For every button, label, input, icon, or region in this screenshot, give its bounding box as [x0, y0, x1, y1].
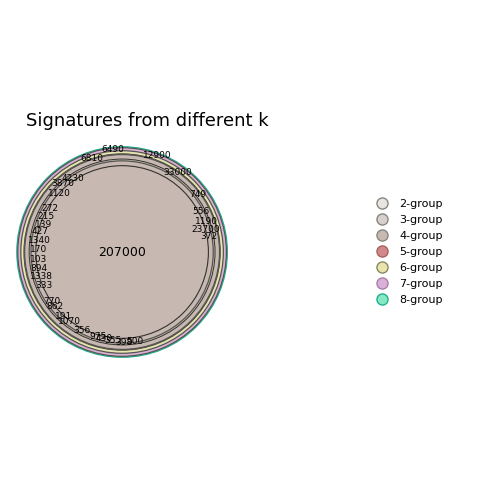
Text: 372: 372 — [201, 232, 218, 241]
Text: 556: 556 — [192, 207, 210, 216]
Text: 207000: 207000 — [98, 245, 146, 259]
Text: 191: 191 — [55, 312, 73, 321]
Circle shape — [25, 155, 220, 349]
Text: 356: 356 — [74, 326, 91, 335]
Circle shape — [24, 154, 220, 350]
Circle shape — [17, 147, 227, 357]
Text: 1070: 1070 — [58, 318, 81, 326]
Text: 1340: 1340 — [28, 236, 50, 245]
Text: 427: 427 — [32, 227, 49, 236]
Text: 103: 103 — [30, 255, 47, 264]
Circle shape — [25, 154, 220, 350]
Legend: 2-group, 3-group, 4-group, 5-group, 6-group, 7-group, 8-group: 2-group, 3-group, 4-group, 5-group, 6-gr… — [371, 199, 443, 305]
Circle shape — [18, 148, 226, 356]
Text: 862: 862 — [46, 302, 63, 311]
Text: 3870: 3870 — [51, 179, 74, 188]
Text: 33000: 33000 — [163, 168, 192, 177]
Text: 170: 170 — [30, 244, 47, 254]
Text: 1190: 1190 — [195, 217, 218, 226]
Text: 430: 430 — [95, 334, 112, 343]
Text: 398: 398 — [115, 338, 132, 347]
Text: 139: 139 — [35, 220, 52, 229]
Text: 975: 975 — [89, 332, 106, 341]
Text: 4230: 4230 — [61, 174, 84, 183]
Text: 749: 749 — [189, 191, 206, 200]
Text: 1338: 1338 — [30, 272, 52, 281]
Text: 23700: 23700 — [191, 225, 220, 234]
Circle shape — [21, 151, 223, 353]
Circle shape — [31, 161, 213, 343]
Text: 333: 333 — [35, 281, 52, 290]
Title: Signatures from different k: Signatures from different k — [26, 112, 269, 130]
Text: 6490: 6490 — [102, 145, 124, 154]
Text: 272: 272 — [41, 204, 58, 213]
Text: 355: 355 — [104, 336, 121, 345]
Text: 1120: 1120 — [47, 188, 71, 198]
Text: 12900: 12900 — [143, 151, 171, 160]
Text: 500: 500 — [126, 337, 143, 346]
Text: 6810: 6810 — [80, 154, 103, 163]
Text: 894: 894 — [31, 264, 48, 273]
Text: 215: 215 — [37, 212, 54, 221]
Circle shape — [36, 166, 209, 338]
Text: 770: 770 — [43, 297, 60, 306]
